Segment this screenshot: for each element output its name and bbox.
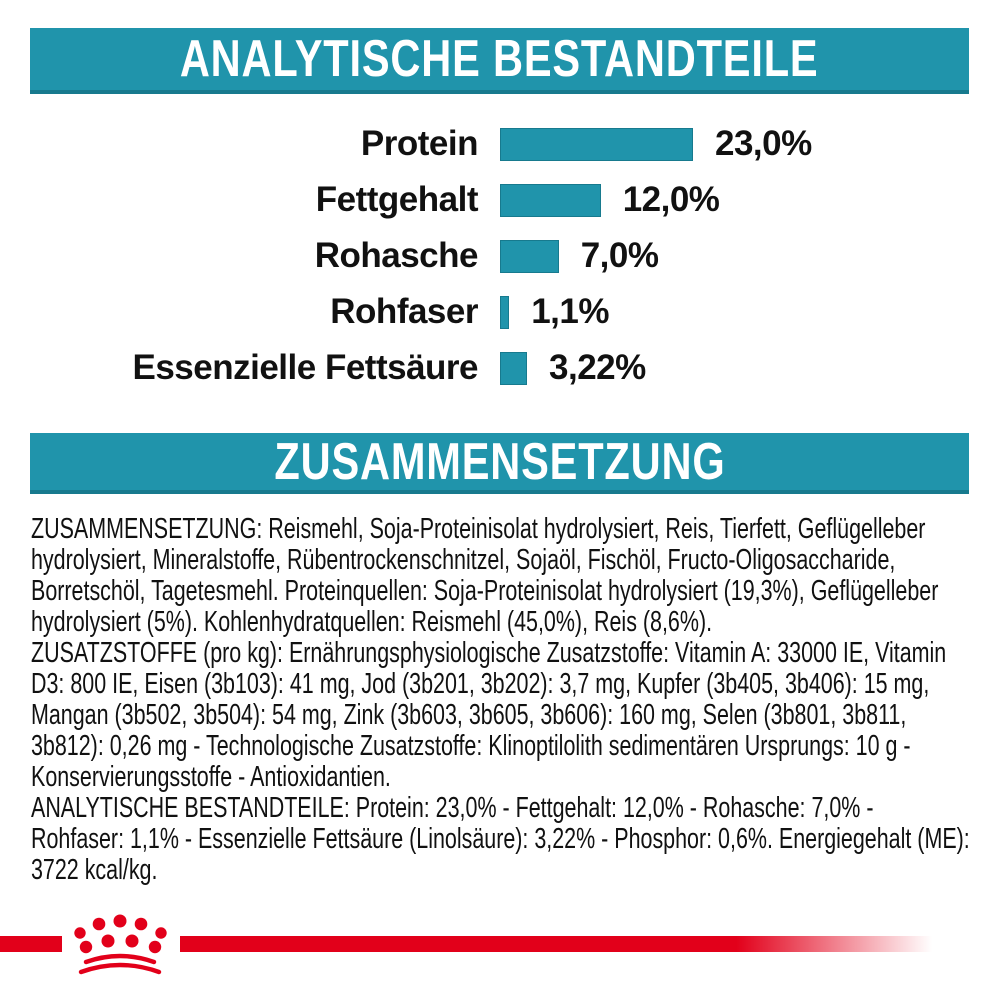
chart-category-label: Fettgehalt [315,180,479,219]
zusammensetzung-paragraph: ZUSAMMENSETZUNG: Reismehl, Soja-Proteini… [31,513,939,638]
chart-value-label: 12,0% [622,180,720,219]
chart-bar [500,127,693,161]
footer-stripe-left [0,936,62,952]
chart-row: Rohfaser 1,1% [0,284,1000,340]
chart-row: Protein 23,0% [0,116,1000,172]
composition-section-title: ZUSAMMENSETZUNG [273,432,726,491]
chart-category-label: Rohfaser [330,292,478,331]
chart-category-label: Essenzielle Fettsäure [132,348,479,387]
footer-stripe-right [180,936,932,952]
analytische-bestandteile-paragraph: ANALYTISCHE BESTANDTEILE: Protein: 23,0%… [31,792,970,886]
chart-value-label: 7,0% [580,236,659,275]
chart-bar [500,183,601,217]
analytical-section-title: ANALYTISCHE BESTANDTEILE [180,30,819,88]
chart-value-label: 1,1% [531,292,609,331]
royal-canin-crown-icon [74,914,167,975]
chart-category-label: Protein [360,124,479,163]
chart-row: Fettgehalt 12,0% [0,172,1000,228]
chart-value-label: 3,22% [549,348,646,387]
analytical-section-header: ANALYTISCHE BESTANDTEILE [30,28,969,94]
chart-value-label: 23,0% [715,124,812,163]
chart-category-label: Rohasche [314,236,479,275]
analytical-chart: Protein 23,0% Fettgehalt 12,0% Rohasche 7,0% R… [0,116,1000,396]
chart-row: Rohasche 7,0% [0,228,1000,284]
chart-bar [500,295,510,329]
zusatzstoffe-paragraph: ZUSATZSTOFFE (pro kg): Ernährungsphysiol… [31,637,947,793]
chart-bar [500,351,527,385]
chart-row: Essenzielle Fettsäure 3,22% [0,340,1000,396]
composition-section-header: ZUSAMMENSETZUNG [30,433,969,494]
composition-text-block: ZUSAMMENSETZUNG: Reismehl, Soja-Proteini… [31,514,971,886]
chart-bar [500,239,559,273]
